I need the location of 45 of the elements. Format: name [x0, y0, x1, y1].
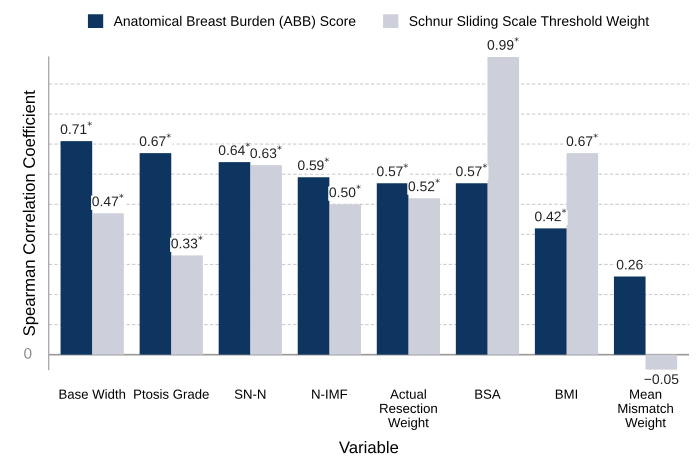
data-label: 0.67$^{*}$ [140, 133, 171, 146]
bar [566, 153, 598, 355]
bar [218, 162, 250, 355]
data-label: −0.05 [644, 374, 678, 384]
data-label: 0.33$^{*}$ [171, 236, 203, 248]
data-label: 0.50$^{*}$ [329, 184, 361, 198]
x-axis-title: Variable [338, 441, 398, 454]
data-label: 0.99$^{*}$ [488, 37, 519, 50]
y-axis-title: Spearman Correlation Coefficient [22, 90, 38, 336]
bar [376, 183, 408, 355]
data-label: 0.57$^{*}$ [456, 164, 488, 176]
x-tick-label: Base Width [60, 389, 126, 399]
bar [250, 165, 282, 355]
bar [92, 213, 124, 355]
bar [646, 354, 678, 370]
legend-label: Schnur Sliding Scale Threshold Weight [409, 16, 650, 29]
x-tick-label: N-IMF [312, 390, 348, 399]
data-label: 0.67$^{*}$ [566, 133, 598, 146]
bar [408, 198, 440, 355]
data-label: 0.47$^{*}$ [92, 194, 124, 206]
x-tick-label: Mean Mismatch Weight [618, 390, 673, 430]
data-label: 0.71$^{*}$ [60, 121, 92, 134]
x-tick-label: SN-N [234, 390, 266, 399]
text: 0 [24, 348, 32, 359]
bar [534, 228, 567, 355]
bar [60, 141, 92, 355]
data-label: 0.63$^{*}$ [250, 145, 282, 158]
bar [614, 276, 646, 355]
bar [329, 204, 361, 355]
data-label: 0.26 [616, 260, 643, 270]
data-label: 0.64$^{*}$ [218, 142, 250, 156]
bar [171, 255, 203, 355]
bar [456, 183, 488, 355]
bar [487, 56, 520, 355]
data-label: 0.57$^{*}$ [377, 164, 408, 176]
data-label: 0.42$^{*}$ [534, 208, 566, 222]
data-label: 0.59$^{*}$ [298, 158, 329, 170]
bar [140, 153, 172, 355]
legend-label: Anatomical Breast Burden (ABB) Score [114, 16, 356, 29]
data-label: 0.52$^{*}$ [408, 178, 440, 192]
x-tick-label: Ptosis Grade [134, 389, 209, 399]
x-tick-label: BMI [556, 390, 578, 399]
bar [298, 177, 330, 355]
x-tick-label: Actual Resection Weight [380, 389, 437, 430]
x-tick-label: BSA [475, 390, 501, 399]
